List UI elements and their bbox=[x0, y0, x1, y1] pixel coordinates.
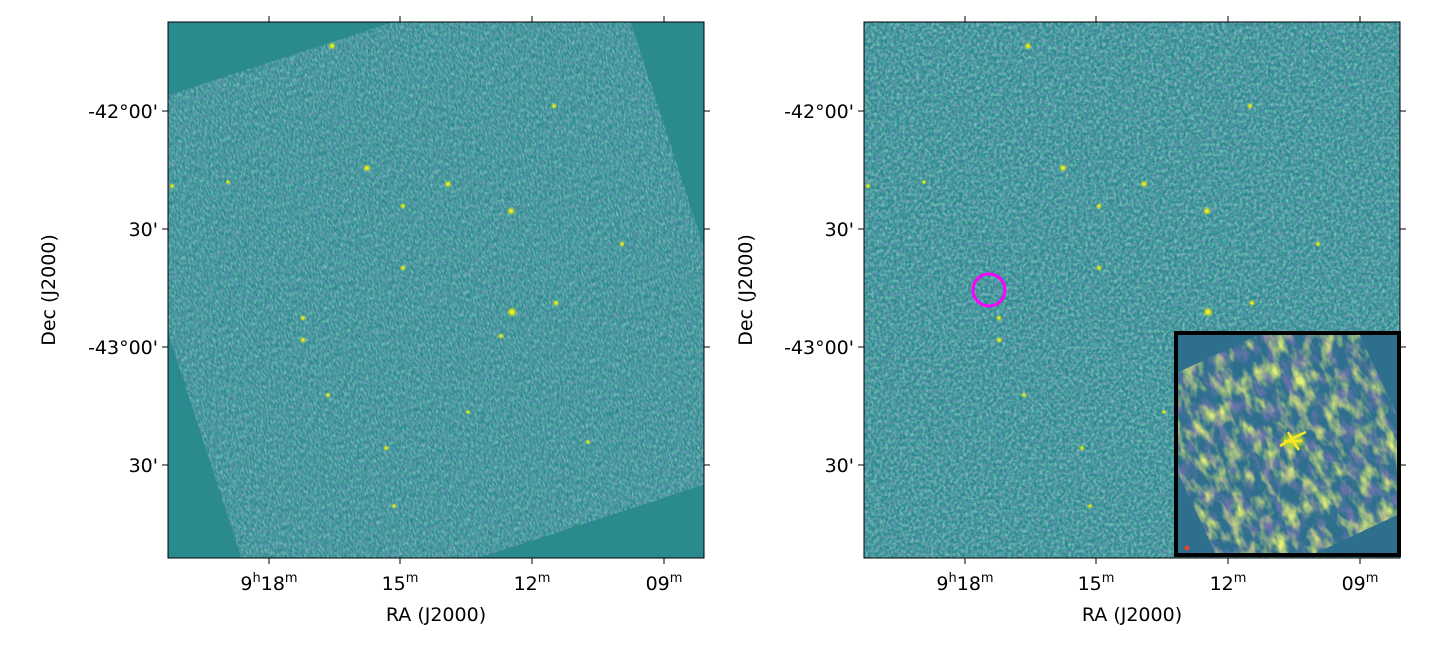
x-tick-label: 15m bbox=[1078, 571, 1115, 595]
source-marker-circle bbox=[971, 272, 1007, 308]
point-source-core bbox=[621, 243, 623, 245]
x-tick-label: 9h18m bbox=[936, 571, 993, 595]
point-source-core bbox=[1081, 447, 1083, 449]
point-source-core bbox=[1250, 301, 1254, 305]
point-source-core bbox=[1142, 182, 1146, 186]
left-x-axis-label: RA (J2000) bbox=[386, 604, 486, 626]
point-source-core bbox=[385, 447, 387, 449]
x-tick-label: 12m bbox=[1210, 571, 1247, 595]
point-source-core bbox=[1248, 104, 1252, 108]
right-panel: 9h18m 15m 12m 09m -42°00' 30' -43°00' 30' RA (J… bbox=[735, 16, 1406, 626]
point-source-core bbox=[1317, 243, 1319, 245]
point-source-core bbox=[393, 505, 395, 507]
point-source-core bbox=[330, 44, 334, 48]
point-source-core bbox=[446, 182, 450, 186]
y-tick-label: -43°00' bbox=[784, 337, 854, 359]
left-y-axis-label: Dec (J2000) bbox=[38, 234, 60, 346]
point-source-core bbox=[923, 181, 925, 183]
right-frame bbox=[863, 21, 1401, 559]
point-source-core bbox=[1205, 209, 1209, 213]
point-source-core bbox=[552, 104, 556, 108]
y-tick-label: 30' bbox=[825, 219, 854, 241]
left-frame bbox=[167, 21, 705, 559]
point-source-core bbox=[301, 316, 305, 320]
y-tick-label: -42°00' bbox=[88, 101, 158, 123]
inset-frame bbox=[1174, 331, 1401, 557]
point-source-core bbox=[1205, 309, 1211, 315]
point-source-core bbox=[499, 334, 503, 338]
right-point-sources bbox=[865, 42, 1322, 509]
point-source-core bbox=[997, 338, 1001, 342]
y-tick-label: -42°00' bbox=[784, 101, 854, 123]
x-tick-label: 15m bbox=[382, 571, 419, 595]
point-source-core bbox=[1026, 44, 1030, 48]
point-source-core bbox=[227, 181, 229, 183]
x-tick-label: 12m bbox=[514, 571, 551, 595]
inset-panel bbox=[1174, 331, 1401, 557]
y-tick-label: -43°00' bbox=[88, 337, 158, 359]
point-source-core bbox=[554, 301, 558, 305]
x-tick-label: 9h18m bbox=[240, 571, 297, 595]
inset-corner-mark bbox=[1184, 545, 1190, 551]
x-tick-label: 09m bbox=[1342, 571, 1379, 595]
point-source-core bbox=[327, 394, 329, 396]
point-source-core bbox=[1163, 411, 1165, 413]
inset-source-shape bbox=[1279, 430, 1307, 451]
left-ticks: 9h18m 15m 12m 09m -42°00' 30' -43°00' 30' bbox=[88, 16, 710, 595]
left-panel: 9h18m 15m 12m 09m -42°00' 30' -43°00' 30' RA (J… bbox=[38, 16, 710, 626]
x-tick-label: 09m bbox=[646, 571, 683, 595]
point-source-core bbox=[997, 316, 1001, 320]
point-source-core bbox=[509, 209, 513, 213]
point-source-core bbox=[509, 309, 515, 315]
point-source-core bbox=[1089, 505, 1091, 507]
right-x-axis-label: RA (J2000) bbox=[1082, 604, 1182, 626]
inset-source bbox=[1279, 430, 1307, 451]
left-image bbox=[168, 22, 704, 558]
right-ticks: 9h18m 15m 12m 09m -42°00' 30' -43°00' 30' bbox=[784, 16, 1406, 595]
point-source-core bbox=[401, 204, 405, 208]
y-tick-label: 30' bbox=[825, 455, 854, 477]
point-source-core bbox=[467, 411, 469, 413]
y-tick-label: 30' bbox=[129, 455, 158, 477]
point-source-core bbox=[867, 185, 869, 187]
point-source-core bbox=[587, 441, 589, 443]
point-source-core bbox=[1061, 166, 1065, 170]
point-source-core bbox=[401, 266, 405, 270]
point-source-core bbox=[1097, 204, 1101, 208]
point-source-core bbox=[365, 166, 369, 170]
point-source-core bbox=[301, 338, 305, 342]
point-source-core bbox=[1097, 266, 1101, 270]
point-source-core bbox=[171, 185, 173, 187]
y-tick-label: 30' bbox=[129, 219, 158, 241]
left-point-sources bbox=[169, 42, 626, 509]
point-source-core bbox=[1023, 394, 1025, 396]
right-y-axis-label: Dec (J2000) bbox=[735, 234, 757, 346]
left-image-noise-light bbox=[168, 22, 704, 558]
